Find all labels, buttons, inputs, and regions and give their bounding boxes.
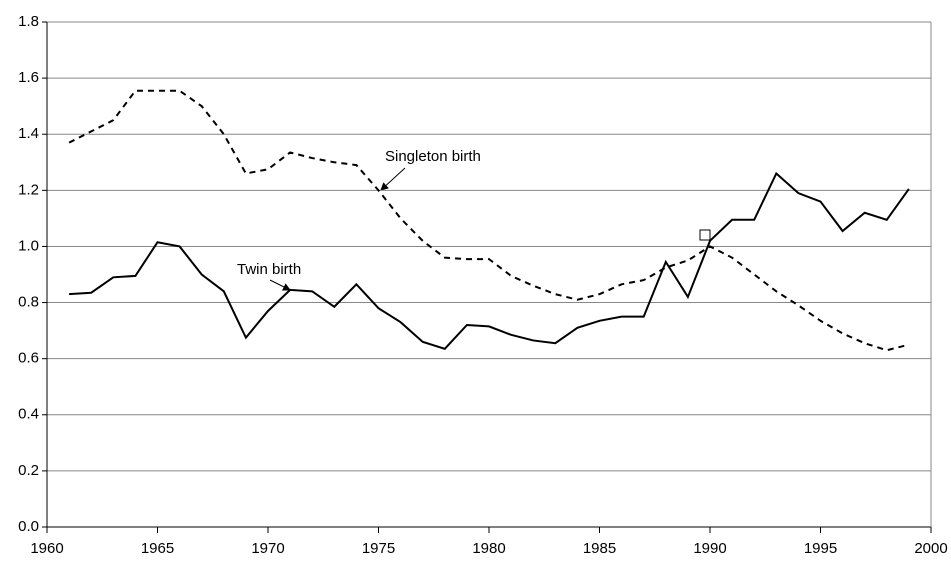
series-line [69,171,910,350]
x-tick-label: 1970 [251,540,284,557]
x-tick-label: 1990 [693,540,726,557]
x-tick-label: 2000 [914,540,947,557]
y-tick-label: 0.4 [18,406,39,423]
annotation-arrow [269,279,291,291]
y-tick-label: 1.0 [18,237,39,254]
x-tick-label: 1980 [472,540,505,557]
y-tick-label: 1.8 [18,13,39,30]
series-annotation: Twin birth [237,261,301,278]
y-tick-label: 1.6 [18,69,39,86]
y-tick-label: 0.8 [18,294,39,311]
x-tick-label: 1965 [141,540,174,557]
y-tick-label: 1.4 [18,125,39,142]
annotation-arrow [380,167,406,191]
x-tick-label: 1985 [583,540,616,557]
intersection-marker [699,229,711,241]
y-tick-label: 0.2 [18,462,39,479]
y-tick-label: 0.0 [18,518,39,535]
x-tick-label: 1975 [362,540,395,557]
series-annotation: Singleton birth [385,148,481,165]
series-line [68,89,910,352]
x-tick-label: 1995 [804,540,837,557]
y-tick-label: 0.6 [18,350,39,367]
x-tick-label: 1960 [30,540,63,557]
y-tick-label: 1.2 [18,181,39,198]
